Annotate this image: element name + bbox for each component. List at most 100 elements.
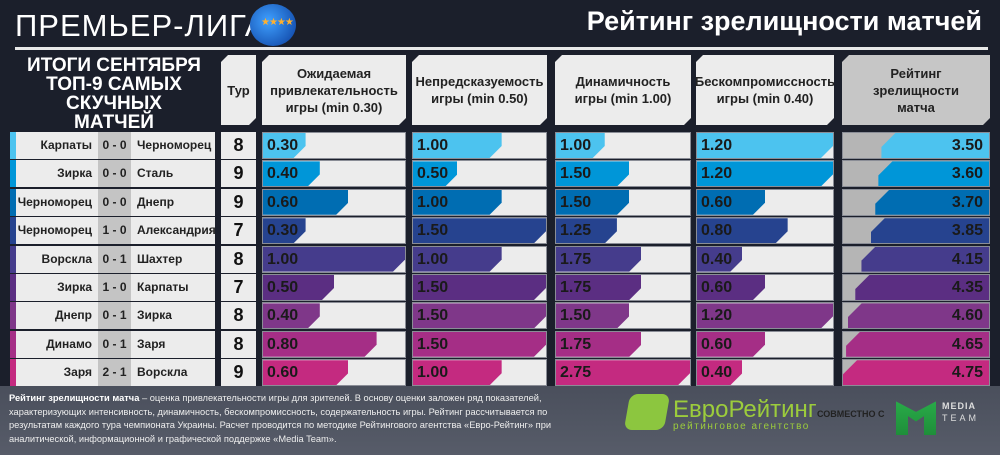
metric-value: 0.50: [267, 279, 299, 296]
rating-bar: 4.15: [842, 245, 990, 273]
rating-fill: [870, 218, 989, 244]
rating-fill: [878, 161, 989, 187]
metric-bar-c2: 0.50: [412, 160, 547, 188]
rating-value: 4.75: [951, 364, 983, 382]
metric-value: 1.20: [701, 165, 733, 183]
away-team: Сталь: [131, 160, 215, 188]
metric-value: 0.50: [417, 165, 449, 183]
metric-bar-c4: 1.20: [696, 160, 834, 188]
metric-fill: [263, 360, 348, 385]
metric-bar-c3: 1.50: [555, 160, 691, 188]
heading-line: ТОП-9 самых: [46, 74, 182, 95]
metric-fill: [556, 218, 617, 243]
rating-value: 4.15: [951, 250, 983, 268]
metric-bar-c3: 1.00: [555, 132, 691, 159]
rating-value: 3.70: [951, 193, 983, 211]
rating-value: 4.65: [951, 335, 983, 353]
metric-value: 0.40: [701, 364, 733, 382]
metric-value: 0.40: [701, 250, 733, 268]
euro-rating-name: ЕвроРейтинг: [673, 396, 817, 423]
metric-bar-c1: 0.80: [262, 330, 406, 358]
footer: Рейтинг зрелищности матча – оценка привл…: [0, 386, 1000, 455]
metric-fill: [697, 218, 788, 243]
metric-bar-c3: 1.75: [555, 245, 691, 273]
rating-fill: [847, 303, 989, 329]
rating-fill: [843, 360, 989, 386]
metric-bar-c1: 0.60: [262, 359, 406, 387]
metric-fill: [263, 332, 377, 357]
metric-bar-c4: 0.60: [696, 188, 834, 216]
table-row: Динамо 0 - 1 Заря 8 0.80 1.50 1.75 0.60 4.65: [0, 330, 1000, 358]
metric-bar-c4: 0.60: [696, 330, 834, 358]
home-team: Днепр: [16, 302, 98, 330]
metric-fill: [263, 247, 405, 272]
metric-value: 0.80: [701, 222, 733, 240]
metric-value: 1.50: [560, 193, 592, 211]
metric-fill: [697, 161, 833, 186]
home-team: Зирка: [16, 160, 98, 188]
metric-bar-c1: 0.60: [262, 188, 406, 216]
metric-value: 0.60: [701, 335, 733, 353]
metric-fill: [697, 332, 765, 357]
media-team-word: TEAM: [942, 413, 980, 423]
metric-fill: [413, 303, 546, 328]
column-header-attractiveness: Ожидаемая привлекательность игры (min 0.…: [262, 55, 406, 125]
row-color-stripe: [10, 160, 16, 188]
rating-value: 4.60: [951, 307, 983, 325]
metric-fill: [413, 275, 546, 300]
metric-fill: [697, 190, 765, 215]
page-title: Рейтинг зрелищности матчей: [586, 6, 982, 36]
row-color-stripe: [10, 245, 16, 273]
metric-fill: [556, 247, 641, 272]
metric-fill: [263, 303, 320, 328]
metric-fill: [413, 332, 546, 357]
round-number: 8: [221, 132, 256, 159]
metric-value: 1.50: [560, 307, 592, 325]
rating-bar: 4.60: [842, 302, 990, 330]
metric-fill: [697, 303, 833, 328]
rating-value: 4.35: [951, 279, 983, 296]
metric-fill: [413, 218, 546, 243]
metric-bar-c2: 1.00: [412, 359, 547, 387]
table-row: Черноморец 0 - 0 Днепр 9 0.60 1.00 1.50 0.60…: [0, 188, 1000, 216]
round-number: 9: [221, 188, 256, 216]
metric-value: 0.40: [267, 165, 299, 183]
divider: [15, 47, 988, 50]
metric-fill: [413, 247, 502, 272]
metric-value: 1.75: [560, 279, 592, 296]
row-color-stripe: [10, 359, 16, 387]
heading-line: Итоги сентября: [27, 55, 201, 76]
home-team: Заря: [16, 359, 98, 387]
match-score: 0 - 1: [98, 245, 131, 273]
table-row: Заря 2 - 1 Ворскла 9 0.60 1.00 2.75 0.40 4.75: [0, 359, 1000, 387]
rating-bar: 3.50: [842, 132, 990, 159]
metric-value: 1.50: [417, 279, 449, 296]
away-team: Карпаты: [131, 274, 215, 301]
metric-value: 0.60: [701, 279, 733, 296]
metric-bar-c1: 0.40: [262, 302, 406, 330]
media-team-name: MEDIA TEAM: [942, 400, 979, 424]
row-color-stripe: [10, 330, 16, 358]
metric-fill: [556, 303, 629, 328]
metric-fill: [556, 161, 629, 186]
table-row: Черноморец 1 - 0 Александрия 7 0.30 1.50 1.…: [0, 217, 1000, 245]
rating-value: 3.60: [951, 165, 983, 183]
metric-bar-c2: 1.50: [412, 330, 547, 358]
round-number: 7: [221, 274, 256, 301]
together-with-label: СОВМЕСТНО С: [817, 409, 885, 419]
home-team: Карпаты: [16, 132, 98, 159]
metric-fill: [263, 275, 334, 300]
metric-value: 0.60: [701, 193, 733, 211]
metric-bar-c2: 1.00: [412, 245, 547, 273]
metric-fill: [413, 360, 502, 385]
row-color-stripe: [10, 132, 16, 159]
metric-bar-c2: 1.50: [412, 217, 547, 245]
row-color-stripe: [10, 188, 16, 216]
metric-bar-c1: 1.00: [262, 245, 406, 273]
home-team: Ворскла: [16, 245, 98, 273]
note-text: – оценка привлекательности игры для зрит…: [9, 393, 552, 444]
rating-fill: [861, 246, 989, 272]
metric-value: 1.75: [560, 250, 592, 268]
rating-bar: 4.65: [842, 330, 990, 358]
table-row: Ворскла 0 - 1 Шахтер 8 1.00 1.00 1.75 0.40 4.…: [0, 245, 1000, 273]
